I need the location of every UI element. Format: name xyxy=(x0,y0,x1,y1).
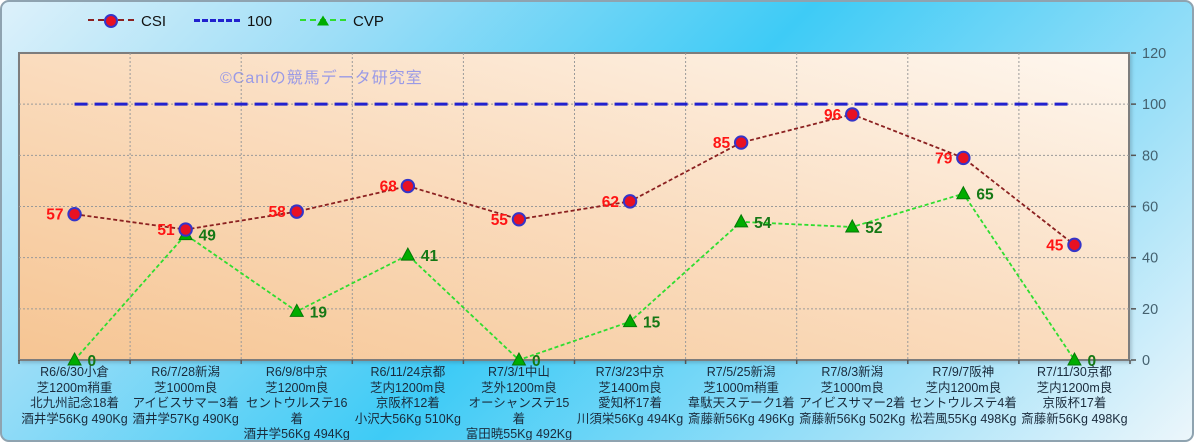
x-axis-label-line: 斎藤新56Kg 496Kg xyxy=(687,411,795,426)
x-axis-label-line: 富田暁55Kg 492Kg xyxy=(465,427,573,441)
legend: CSI 100 CVP xyxy=(88,10,384,32)
x-axis-category-label: R7/9/7阪神 芝内1200m良 セントウルステ4着 松若風55Kg 498Kg xyxy=(908,365,1019,440)
x-axis-label-line: R7/9/7阪神 xyxy=(932,365,995,379)
x-axis-category-label: R7/3/1中山 芝外1200m良 オーシャンステ15着 富田暁55Kg 492Kg xyxy=(463,365,574,441)
x-axis-label-line: 芝1200m稍重 xyxy=(36,380,113,395)
cvp-line-marker-icon xyxy=(300,14,347,28)
x-axis-label-line: 芝1400m良 xyxy=(598,380,662,395)
x-axis-label-line: 芝1000m稍重 xyxy=(703,380,779,395)
watermark: ©Caniの競馬データ研究室 xyxy=(220,70,423,87)
x-axis-label-line: 京阪杯17着 xyxy=(1042,396,1107,410)
x-axis-label-line: 斎藤新56Kg 498Kg xyxy=(1021,411,1128,426)
y-axis-tick-label: 120 xyxy=(1142,46,1166,62)
x-axis-label-line: 芝外1200m良 xyxy=(481,380,557,395)
y-axis-tick-label: 0 xyxy=(1142,353,1150,369)
legend-item-cvp: CVP xyxy=(300,13,384,30)
y-axis-tick-label: 60 xyxy=(1142,200,1158,216)
x-axis-label-line: R6/9/8中京 xyxy=(265,365,328,379)
legend-label-csi: CSI xyxy=(141,12,167,30)
legend-item-csi: CSI xyxy=(88,13,166,30)
x-axis-label-line: 芝1000m良 xyxy=(820,380,884,395)
x-axis-category-label: R7/11/30京都 芝内1200m良 京阪杯17着 斎藤新56Kg 498Kg xyxy=(1019,365,1130,440)
x-axis-label-line: R7/11/30京都 xyxy=(1037,365,1112,379)
x-axis-label-line: 韋駄天ステーク1着 xyxy=(687,396,795,410)
x-axis-label-line: 芝内1200m良 xyxy=(1036,380,1113,395)
x-axis-category-label: R6/7/28新潟 芝1000m良 アイビスサマー3着 酒井学57Kg 490Kg xyxy=(130,365,241,440)
x-axis-label-line: 芝1000m良 xyxy=(154,380,218,395)
x-axis-category-label: R6/11/24京都 芝内1200m良 京阪杯12着 小沢大56Kg 510Kg xyxy=(352,365,463,440)
x-axis-label-line: 酒井学56Kg 490Kg xyxy=(21,411,128,426)
plot-area xyxy=(18,52,1130,361)
csi-line-marker-icon xyxy=(88,14,134,28)
x-axis-label-line: R7/3/1中山 xyxy=(488,365,550,379)
x-axis-category-label: R6/6/30小倉 芝1200m稍重 北九州記念18着 酒井学56Kg 490Kg xyxy=(19,365,130,440)
x-axis-label-line: 芝内1200m良 xyxy=(925,380,1002,395)
y-axis-tick-label: 80 xyxy=(1142,148,1158,164)
hundred-line-icon xyxy=(194,14,241,28)
x-axis-label-line: 京阪杯12着 xyxy=(375,396,440,410)
x-axis-category-label: R7/8/3新潟 芝1000m良 アイビスサマー2着 斎藤新56Kg 502Kg xyxy=(797,365,908,440)
y-axis-tick-label: 20 xyxy=(1142,302,1158,318)
x-axis-labels: R6/6/30小倉 芝1200m稍重 北九州記念18着 酒井学56Kg 490Kg R6… xyxy=(19,365,1130,441)
x-axis-label-line: R6/11/24京都 xyxy=(370,365,446,379)
x-axis-label-line: R7/5/25新潟 xyxy=(706,365,776,379)
x-axis-label-line: R7/8/3新潟 xyxy=(821,365,884,379)
x-axis-label-line: オーシャンステ15着 xyxy=(468,396,570,426)
x-axis-label-line: 斎藤新56Kg 502Kg xyxy=(799,411,906,426)
x-axis-label-line: アイビスサマー2着 xyxy=(799,396,906,410)
x-axis-category-label: R7/3/23中京 芝1400m良 愛知杯17着 川須栄56Kg 494Kg xyxy=(574,365,685,440)
x-axis-label-line: 酒井学56Kg 494Kg xyxy=(243,427,350,441)
legend-item-100: 100 xyxy=(194,13,272,30)
x-axis-label-line: 川須栄56Kg 494Kg xyxy=(576,411,684,426)
legend-label-cvp: CVP xyxy=(353,12,384,30)
y-axis-tick-label: 100 xyxy=(1142,97,1166,113)
x-axis-label-line: 芝内1200m良 xyxy=(369,380,446,395)
legend-label-100: 100 xyxy=(247,12,273,30)
x-axis-category-label: R7/5/25新潟 芝1000m稍重 韋駄天ステーク1着 斎藤新56Kg 496Kg xyxy=(686,365,797,440)
x-axis-label-line: 松若風55Kg 498Kg xyxy=(910,411,1017,426)
x-axis-label-line: R6/7/28新潟 xyxy=(151,365,221,379)
x-axis-label-line: 北九州記念18着 xyxy=(30,396,119,410)
x-axis-label-line: 小沢大56Kg 510Kg xyxy=(354,411,461,426)
x-axis-label-line: セントウルステ16着 xyxy=(246,396,348,426)
x-axis-label-line: 酒井学57Kg 490Kg xyxy=(132,411,239,426)
x-axis-label-line: R7/3/23中京 xyxy=(595,365,665,379)
x-axis-label-line: アイビスサマー3着 xyxy=(132,396,239,410)
x-axis-category-label: R6/9/8中京 芝1200m良 セントウルステ16着 酒井学56Kg 494Kg xyxy=(241,365,352,441)
x-axis-label-line: 愛知杯17着 xyxy=(598,396,662,410)
x-axis-label-line: R6/6/30小倉 xyxy=(40,365,109,379)
x-axis-label-line: セントウルステ4着 xyxy=(909,396,1017,410)
x-axis-label-line: 芝1200m良 xyxy=(265,380,329,395)
y-axis-tick-label: 40 xyxy=(1142,251,1158,267)
